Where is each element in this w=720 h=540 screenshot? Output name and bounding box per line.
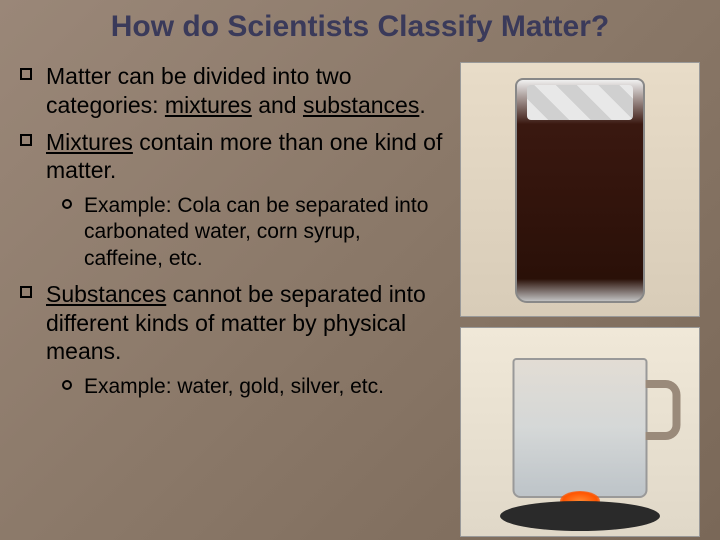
bullet-text: Mixtures contain more than one kind of m… — [46, 128, 445, 186]
slide-title: How do Scientists Classify Matter? — [20, 10, 700, 44]
bullet-item: Mixtures contain more than one kind of m… — [20, 128, 445, 186]
bullet-text: Matter can be divided into two categorie… — [46, 62, 445, 120]
circle-bullet-icon — [62, 380, 72, 390]
square-bullet-icon — [20, 134, 32, 146]
image-column — [460, 62, 700, 537]
cola-glass-icon — [515, 78, 645, 303]
water-image — [460, 327, 700, 537]
ice-icon — [527, 85, 633, 120]
sub-bullet-item: Example: water, gold, silver, etc. — [62, 374, 445, 400]
bullet-text: Example: water, gold, silver, etc. — [84, 374, 384, 400]
text-column: Matter can be divided into two categorie… — [20, 62, 445, 537]
bullet-item: Matter can be divided into two categorie… — [20, 62, 445, 120]
square-bullet-icon — [20, 286, 32, 298]
bullet-text: Substances cannot be separated into diff… — [46, 280, 445, 366]
circle-bullet-icon — [62, 199, 72, 209]
beaker-icon — [513, 358, 648, 498]
sub-bullet-item: Example: Cola can be separated into carb… — [62, 193, 445, 272]
cola-image — [460, 62, 700, 317]
square-bullet-icon — [20, 68, 32, 80]
beaker-handle-icon — [646, 380, 681, 440]
content-area: Matter can be divided into two categorie… — [20, 62, 700, 537]
bullet-text: Example: Cola can be separated into carb… — [84, 193, 445, 272]
burner-icon — [500, 501, 660, 531]
slide-container: How do Scientists Classify Matter? Matte… — [0, 0, 720, 540]
bullet-item: Substances cannot be separated into diff… — [20, 280, 445, 366]
